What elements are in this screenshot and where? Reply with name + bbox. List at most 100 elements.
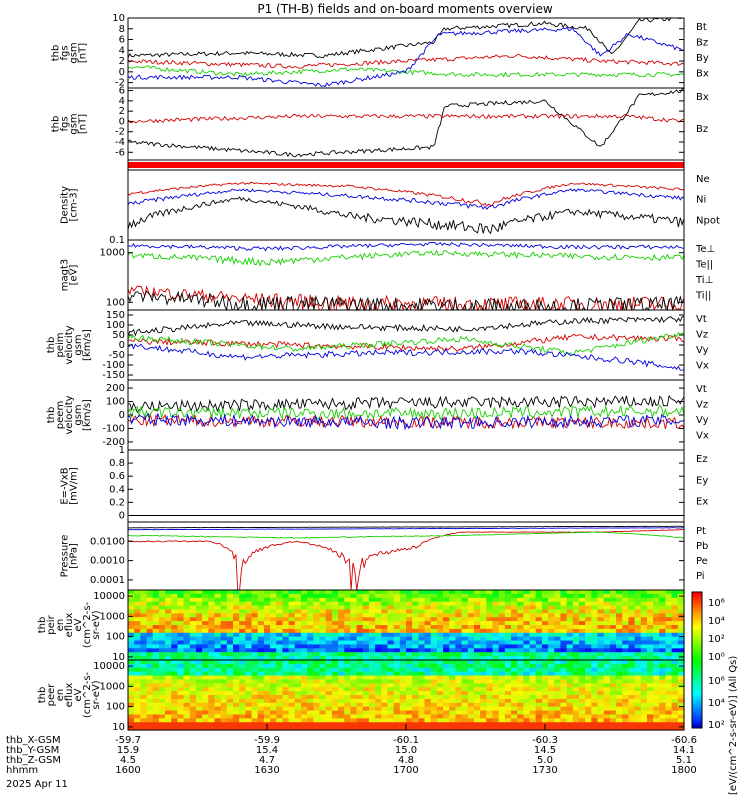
panel-frame	[127, 169, 685, 241]
spectrogram-cell	[270, 722, 277, 727]
spectrogram-cell	[300, 625, 308, 630]
spectrogram-cell	[461, 613, 469, 618]
colorbar-tick-label: 10⁶	[708, 676, 725, 687]
spectrogram-cell	[263, 691, 271, 696]
spectrogram-cell	[504, 644, 512, 649]
spectrogram-cell	[226, 722, 234, 727]
spectrogram-cell	[128, 683, 135, 688]
spectrogram-cell	[140, 605, 148, 611]
spectrogram-cell	[399, 695, 407, 700]
spectrogram-cell	[338, 617, 345, 622]
spectrogram-cell	[677, 621, 685, 626]
spectrogram-cell	[597, 613, 605, 618]
spectrogram-cell	[566, 613, 574, 618]
spectrogram-cell	[511, 593, 518, 599]
spectrogram-cell	[529, 722, 537, 727]
spectrogram-cell	[541, 702, 549, 708]
spectrogram-cell	[270, 691, 277, 696]
spectrogram-cell	[338, 675, 345, 681]
spectrogram-cell	[257, 687, 265, 692]
series-peem-line	[127, 412, 685, 431]
y-axis-label: [km/s]	[82, 329, 93, 361]
spectrogram-cell	[202, 698, 209, 704]
spectrogram-cell	[214, 683, 222, 688]
spectrogram-cell	[480, 640, 487, 646]
spectrogram-cell	[152, 714, 160, 719]
spectrogram-cell	[535, 601, 543, 607]
spectrogram-cell	[195, 652, 203, 657]
spectrogram-cell	[140, 726, 148, 731]
spectrogram-cell	[331, 714, 339, 719]
spectrogram-cell	[202, 617, 209, 622]
spectrogram-cell	[436, 640, 444, 646]
spectrogram-cell	[300, 605, 308, 611]
spectrogram-cell	[504, 687, 512, 692]
spectrogram-cell	[344, 714, 351, 719]
spectrogram-cell	[492, 683, 500, 688]
spectrogram-cell	[634, 698, 642, 704]
spectrogram-cell	[319, 636, 327, 642]
spectrogram-cell	[535, 640, 543, 646]
spectrogram-cell	[202, 605, 209, 611]
spectrogram-cell	[529, 667, 537, 673]
colorbar-swatch	[692, 660, 702, 663]
spectrogram-cell	[548, 663, 555, 669]
spectrogram-cell	[560, 671, 568, 677]
spectrogram-cell	[368, 706, 376, 712]
spectrogram-cell	[239, 722, 246, 727]
y-tick-label: -150	[102, 370, 125, 381]
spectrogram-cell	[387, 698, 395, 704]
spectrogram-cell	[331, 648, 339, 653]
spectrogram-cell	[560, 590, 568, 595]
spectrogram-cell	[399, 652, 407, 657]
spectrogram-cell	[659, 652, 667, 657]
spectrogram-cell	[461, 695, 469, 700]
spectrogram-cell	[183, 660, 191, 665]
spectrogram-cell	[548, 726, 555, 731]
spectrogram-cell	[436, 648, 444, 653]
spectrogram-cell	[455, 597, 463, 603]
spectrogram-cell	[294, 722, 302, 727]
spectrogram-cell	[375, 691, 382, 696]
spectrogram-cell	[436, 652, 444, 657]
spectrogram-cell	[263, 601, 271, 607]
spectrogram-cell	[171, 636, 179, 642]
spectrogram-cell	[270, 613, 277, 618]
spectrogram-cell	[350, 726, 358, 731]
spectrogram-cell	[183, 687, 191, 692]
spectrogram-cell	[430, 660, 438, 665]
spectrogram-cell	[616, 702, 623, 708]
spectrogram-cell	[436, 718, 444, 723]
spectrogram-cell	[480, 722, 487, 727]
spectrogram-cell	[554, 625, 562, 630]
spectrogram-cell	[152, 698, 160, 704]
spectrogram-cell	[603, 710, 611, 716]
spectrogram-cell	[195, 722, 203, 727]
spectrogram-cell	[585, 695, 592, 700]
spectrogram-cell	[430, 593, 438, 599]
spectrogram-cell	[418, 636, 426, 642]
series-temp-line	[127, 290, 685, 312]
spectrogram-cell	[202, 706, 209, 712]
spectrogram-cell	[233, 593, 240, 599]
spectrogram-cell	[548, 691, 555, 696]
spectrogram-cell	[171, 718, 179, 723]
spectrogram-cell	[406, 609, 413, 614]
spectrogram-cell	[467, 710, 475, 716]
spectrogram-cell	[504, 702, 512, 708]
spectrogram-cell	[609, 706, 617, 712]
spectrogram-cell	[412, 683, 419, 688]
spectrogram-cell	[331, 644, 339, 649]
spectrogram-cell	[177, 660, 185, 665]
spectrogram-cell	[158, 667, 166, 673]
spectrogram-cell	[541, 621, 549, 626]
spectrogram-cell	[467, 632, 475, 638]
spectrogram-cell	[399, 628, 407, 634]
spectrogram-cell	[220, 702, 228, 708]
spectrogram-cell	[399, 656, 407, 661]
spectrogram-cell	[634, 683, 642, 688]
spectrogram-cell	[511, 667, 518, 673]
spectrogram-cell	[578, 656, 586, 661]
spectrogram-cell	[498, 691, 506, 696]
spectrogram-cell	[480, 710, 487, 716]
